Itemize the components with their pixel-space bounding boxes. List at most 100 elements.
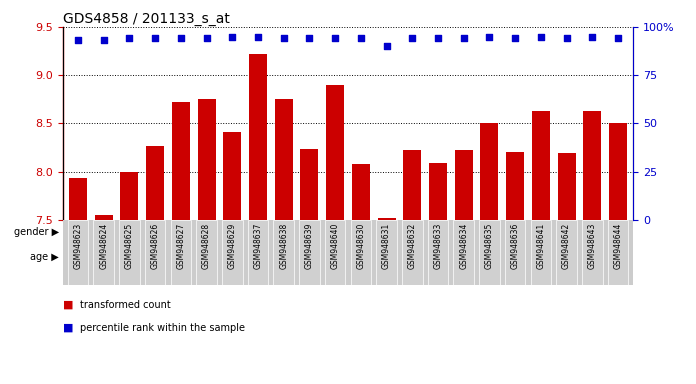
Bar: [248, 220, 268, 285]
Bar: [557, 153, 576, 220]
Point: [458, 35, 469, 41]
Point: [72, 37, 84, 43]
Bar: [68, 220, 88, 285]
Bar: [326, 85, 344, 220]
Text: ■: ■: [63, 300, 73, 310]
Text: transformed count: transformed count: [80, 300, 171, 310]
Bar: [377, 218, 395, 220]
Bar: [403, 150, 421, 220]
Text: age ▶: age ▶: [31, 252, 59, 262]
Bar: [249, 54, 267, 220]
Point: [98, 37, 109, 43]
Text: percentile rank within the sample: percentile rank within the sample: [80, 323, 245, 333]
Bar: [95, 215, 113, 220]
Text: 19 to 28 years: 19 to 28 years: [403, 252, 473, 262]
Text: 65 to 76 years: 65 to 76 years: [261, 252, 332, 262]
Bar: [479, 220, 500, 285]
Bar: [532, 111, 550, 220]
Text: ■: ■: [63, 323, 73, 333]
Point: [381, 43, 392, 49]
Bar: [402, 220, 422, 285]
Point: [406, 35, 418, 41]
Text: 65 to 76 years: 65 to 76 years: [544, 252, 615, 262]
Bar: [223, 132, 242, 220]
Text: men: men: [477, 227, 502, 237]
Bar: [429, 163, 447, 220]
Bar: [171, 220, 191, 285]
Bar: [145, 220, 166, 285]
Text: GSM948641: GSM948641: [537, 223, 545, 269]
Bar: [506, 152, 524, 220]
Bar: [119, 220, 140, 285]
Text: GSM948644: GSM948644: [613, 223, 622, 269]
Point: [150, 35, 161, 41]
Bar: [93, 220, 114, 285]
Point: [612, 35, 624, 41]
Text: GSM948642: GSM948642: [562, 223, 571, 269]
Text: GSM948636: GSM948636: [511, 223, 520, 269]
Text: GSM948628: GSM948628: [202, 223, 211, 269]
Bar: [120, 172, 139, 220]
Bar: [530, 220, 551, 285]
Bar: [299, 220, 319, 285]
Text: gender ▶: gender ▶: [14, 227, 59, 237]
Bar: [608, 220, 628, 285]
Point: [535, 33, 546, 40]
Text: GSM948633: GSM948633: [434, 223, 443, 269]
Text: women: women: [187, 227, 227, 237]
Bar: [351, 220, 371, 285]
Text: GSM948635: GSM948635: [485, 223, 494, 269]
Text: GSM948640: GSM948640: [331, 223, 340, 269]
Point: [355, 35, 366, 41]
Bar: [146, 146, 164, 220]
Text: GDS4858 / 201133_s_at: GDS4858 / 201133_s_at: [63, 12, 230, 26]
Text: 19 to 28 years: 19 to 28 years: [120, 252, 191, 262]
Point: [227, 33, 238, 40]
Text: GSM948639: GSM948639: [305, 223, 314, 269]
Text: GSM948632: GSM948632: [408, 223, 417, 269]
Bar: [377, 220, 397, 285]
Text: GSM948626: GSM948626: [151, 223, 159, 269]
Bar: [453, 220, 474, 285]
Bar: [556, 220, 577, 285]
Bar: [428, 220, 448, 285]
Point: [278, 35, 290, 41]
Bar: [352, 164, 370, 220]
Point: [304, 35, 315, 41]
Bar: [222, 220, 243, 285]
Point: [432, 35, 443, 41]
Text: GSM948629: GSM948629: [228, 223, 237, 269]
Bar: [609, 123, 627, 220]
Point: [587, 33, 598, 40]
Text: GSM948637: GSM948637: [253, 223, 262, 269]
Bar: [583, 111, 601, 220]
Bar: [480, 123, 498, 220]
Point: [330, 35, 341, 41]
Point: [509, 35, 521, 41]
Bar: [275, 99, 293, 220]
Text: GSM948643: GSM948643: [587, 223, 596, 269]
Text: GSM948627: GSM948627: [176, 223, 185, 269]
Text: GSM948634: GSM948634: [459, 223, 468, 269]
Bar: [196, 220, 217, 285]
Text: GSM948625: GSM948625: [125, 223, 134, 269]
Bar: [582, 220, 603, 285]
Bar: [454, 150, 473, 220]
Bar: [172, 102, 190, 220]
Text: GSM948638: GSM948638: [279, 223, 288, 269]
Bar: [198, 99, 216, 220]
Text: GSM948623: GSM948623: [74, 223, 83, 269]
Bar: [274, 220, 294, 285]
Point: [253, 33, 264, 40]
Point: [201, 35, 212, 41]
Text: GSM948624: GSM948624: [100, 223, 109, 269]
Bar: [325, 220, 345, 285]
Point: [484, 33, 495, 40]
Bar: [505, 220, 525, 285]
Text: GSM948631: GSM948631: [382, 223, 391, 269]
Bar: [69, 178, 87, 220]
Bar: [301, 149, 319, 220]
Point: [175, 35, 187, 41]
Text: GSM948630: GSM948630: [356, 223, 365, 269]
Point: [561, 35, 572, 41]
